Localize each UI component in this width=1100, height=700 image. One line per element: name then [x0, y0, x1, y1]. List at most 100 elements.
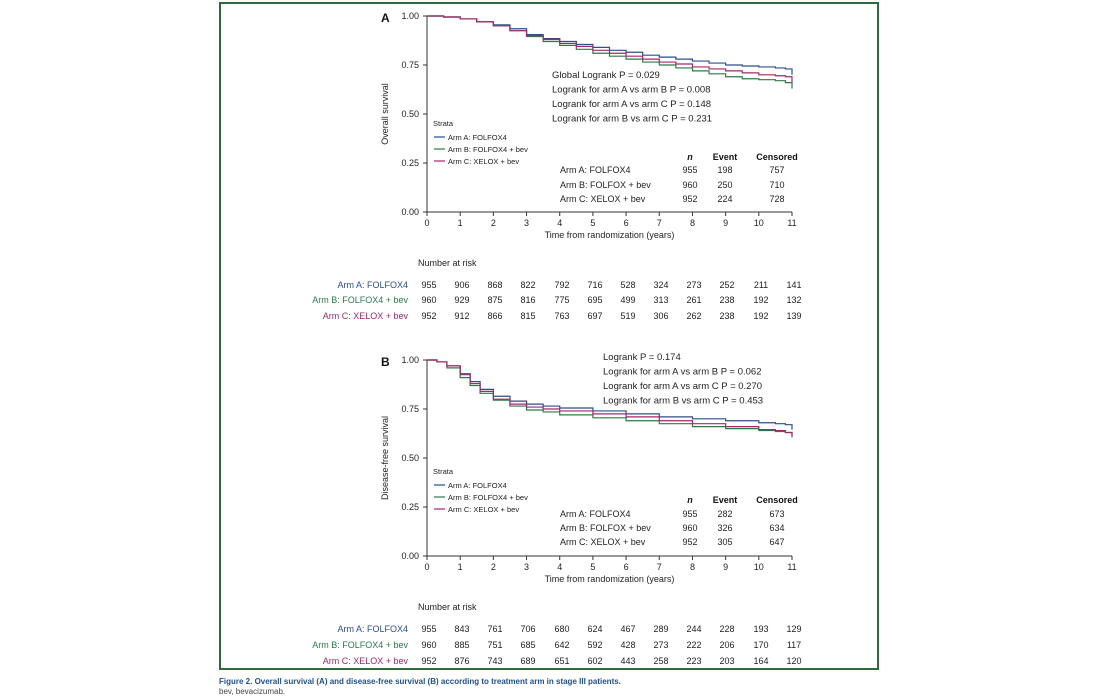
y-tick-label: 0.00	[401, 207, 419, 217]
caption-title: Figure 2. Overall survival (A) and disea…	[219, 677, 621, 686]
legend-label: Arm A: FOLFOX4	[448, 481, 507, 490]
risk-value: 689	[520, 656, 535, 666]
summary-censored: 634	[769, 523, 784, 533]
risk-value: 716	[587, 280, 602, 290]
risk-value: 815	[520, 311, 535, 321]
x-axis-label: Time from randomization (years)	[545, 574, 675, 584]
logrank-text: Logrank for arm B vs arm C P = 0.231	[552, 114, 712, 125]
risk-value: 680	[554, 624, 569, 634]
risk-value: 816	[520, 295, 535, 305]
risk-value: 955	[421, 280, 436, 290]
risk-value: 761	[487, 624, 502, 634]
risk-value: 244	[686, 624, 701, 634]
risk-value: 960	[421, 640, 436, 650]
summary-censored: 710	[769, 180, 784, 190]
summary-event: 224	[717, 194, 732, 204]
risk-value: 273	[686, 280, 701, 290]
risk-value: 206	[719, 640, 734, 650]
risk-value: 141	[786, 280, 801, 290]
risk-value: 792	[554, 280, 569, 290]
risk-value: 843	[454, 624, 469, 634]
risk-value: 132	[786, 295, 801, 305]
risk-value: 642	[554, 640, 569, 650]
strata-title: Strata	[433, 119, 454, 128]
x-tick-label: 9	[723, 562, 728, 572]
risk-value: 822	[520, 280, 535, 290]
risk-value: 273	[653, 640, 668, 650]
risk-value: 443	[620, 656, 635, 666]
risk-value: 952	[421, 311, 436, 321]
summary-row-label: Arm B: FOLFOX + bev	[560, 180, 651, 190]
figure-frame	[219, 2, 879, 670]
summary-header-event: Event	[713, 495, 738, 505]
logrank-text: Logrank for arm A vs arm B P = 0.062	[603, 367, 762, 378]
risk-row-label: Arm C: XELOX + bev	[323, 656, 409, 666]
risk-value: 193	[753, 624, 768, 634]
risk-value: 120	[786, 656, 801, 666]
legend-label: Arm B: FOLFOX4 + bev	[448, 145, 528, 154]
risk-row-label: Arm B: FOLFOX4 + bev	[312, 640, 408, 650]
x-tick-label: 10	[754, 562, 764, 572]
x-tick-label: 4	[557, 562, 562, 572]
summary-row-label: Arm C: XELOX + bev	[560, 194, 646, 204]
risk-value: 519	[620, 311, 635, 321]
summary-row-label: Arm A: FOLFOX4	[560, 509, 631, 519]
y-tick-label: 0.50	[401, 109, 419, 119]
risk-table-title: Number at risk	[418, 602, 477, 612]
risk-value: 929	[454, 295, 469, 305]
risk-value: 602	[587, 656, 602, 666]
risk-value: 751	[487, 640, 502, 650]
caption-note: bev, bevacizumab.	[219, 687, 286, 696]
legend-label: Arm C: XELOX + bev	[448, 505, 519, 514]
x-tick-label: 3	[524, 562, 529, 572]
summary-event: 250	[717, 180, 732, 190]
y-tick-label: 0.50	[401, 453, 419, 463]
risk-value: 775	[554, 295, 569, 305]
panel-a: A 0.00 0.25 0.50 0.75 1.00 0 1 2 3 4 5 6 7 8 9 10 11 Overa…	[312, 11, 801, 321]
risk-value: 499	[620, 295, 635, 305]
summary-event: 326	[717, 523, 732, 533]
x-tick-label: 11	[787, 218, 796, 228]
risk-value: 866	[487, 311, 502, 321]
y-tick-label: 0.00	[401, 551, 419, 561]
risk-value: 139	[786, 311, 801, 321]
risk-value: 228	[719, 624, 734, 634]
strata-title: Strata	[433, 467, 454, 476]
logrank-text: Global Logrank P = 0.029	[552, 70, 660, 81]
x-tick-label: 2	[491, 218, 496, 228]
risk-value: 875	[487, 295, 502, 305]
risk-row-label: Arm A: FOLFOX4	[337, 624, 408, 634]
summary-header-n: n	[687, 495, 693, 505]
summary-row-label: Arm C: XELOX + bev	[560, 537, 646, 547]
panel-letter: B	[381, 355, 390, 369]
y-tick-label: 0.75	[401, 60, 419, 70]
risk-value: 238	[719, 295, 734, 305]
summary-header-n: n	[687, 152, 693, 162]
risk-value: 695	[587, 295, 602, 305]
summary-n: 955	[682, 165, 697, 175]
logrank-text: Logrank for arm A vs arm C P = 0.270	[603, 381, 762, 392]
logrank-text: Logrank for arm B vs arm C P = 0.453	[603, 396, 763, 407]
risk-row-label: Arm B: FOLFOX4 + bev	[312, 295, 408, 305]
risk-value: 467	[620, 624, 635, 634]
x-tick-label: 4	[557, 218, 562, 228]
summary-n: 952	[682, 194, 697, 204]
x-tick-label: 3	[524, 218, 529, 228]
risk-value: 117	[787, 640, 801, 650]
x-tick-label: 0	[424, 218, 429, 228]
risk-value: 912	[454, 311, 469, 321]
logrank-text: Logrank P = 0.174	[603, 352, 681, 363]
summary-censored: 647	[769, 537, 784, 547]
series-line-arm-c	[427, 359, 793, 437]
summary-n: 952	[682, 537, 697, 547]
risk-value: 261	[686, 295, 701, 305]
legend-label: Arm A: FOLFOX4	[448, 133, 507, 142]
risk-row-label: Arm A: FOLFOX4	[337, 280, 408, 290]
risk-value: 222	[686, 640, 701, 650]
risk-value: 885	[454, 640, 469, 650]
risk-value: 313	[653, 295, 668, 305]
y-tick-label: 0.25	[401, 158, 419, 168]
risk-value: 697	[587, 311, 602, 321]
y-tick-label: 0.25	[401, 502, 419, 512]
